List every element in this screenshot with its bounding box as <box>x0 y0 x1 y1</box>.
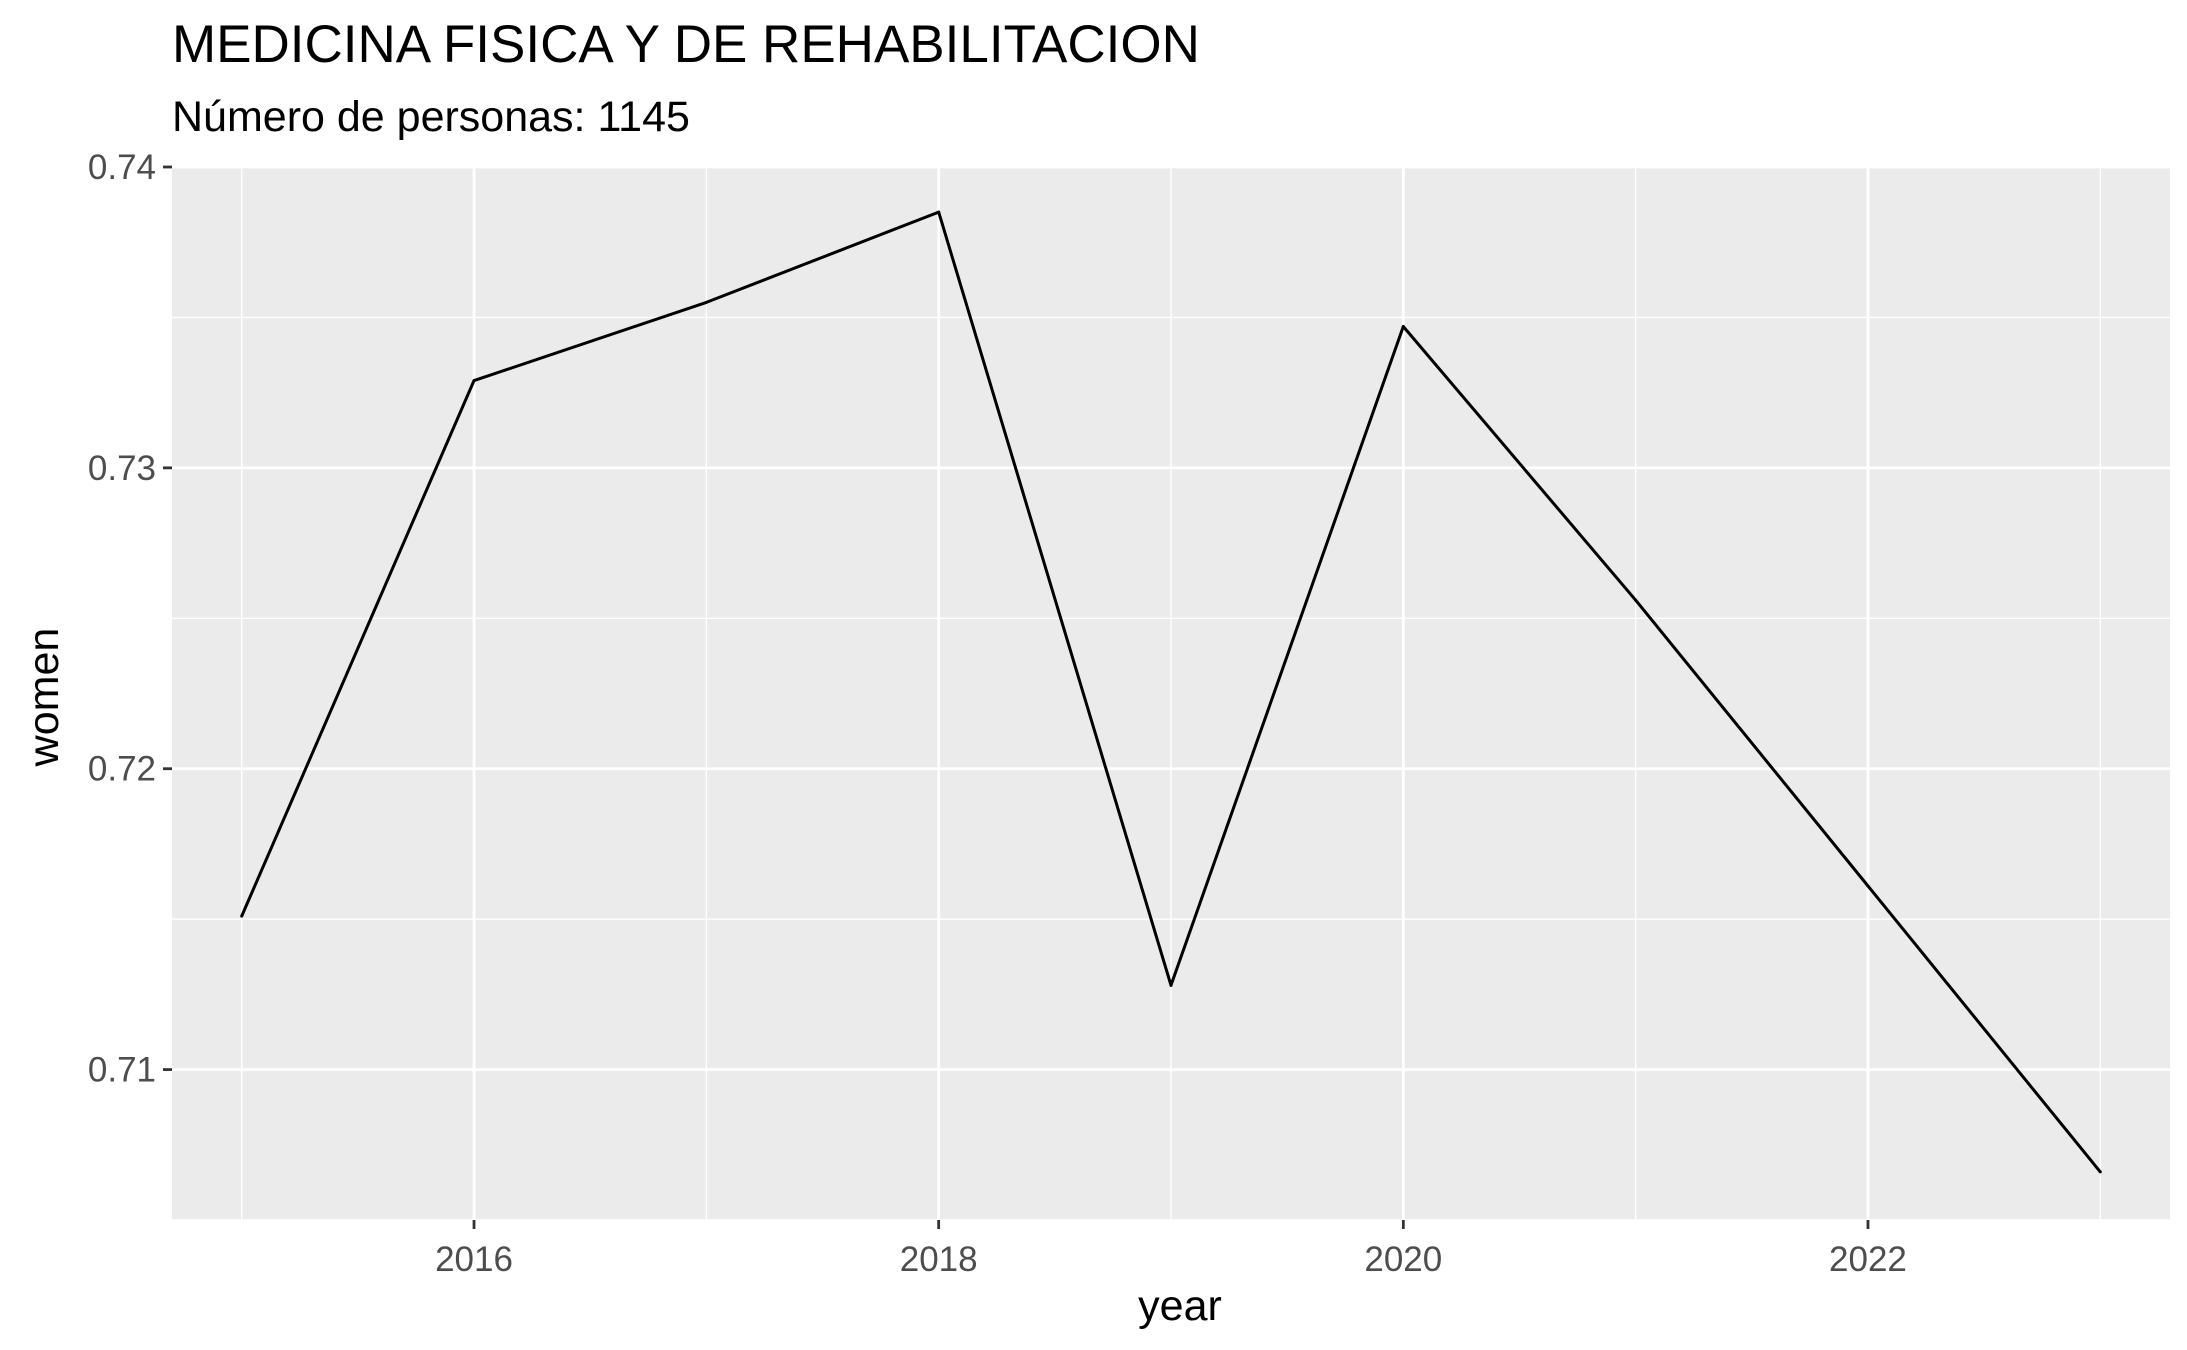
x-tick-label: 2016 <box>435 1240 513 1279</box>
y-tick-label: 0.74 <box>88 148 156 187</box>
data-point <box>704 300 708 304</box>
x-axis: 2016 2018 2020 2022 <box>435 1220 1907 1279</box>
data-point <box>240 914 244 918</box>
x-axis-title: year <box>1138 1282 1222 1330</box>
data-point <box>1169 983 1173 987</box>
y-tick-label: 0.72 <box>88 750 156 789</box>
data-point <box>472 379 476 383</box>
x-tick-label: 2022 <box>1829 1240 1907 1279</box>
chart-subtitle: Número de personas: 1145 <box>172 93 690 141</box>
data-point <box>937 210 941 214</box>
y-tick-label: 0.73 <box>88 449 156 488</box>
data-point <box>2098 1170 2102 1174</box>
data-point <box>1866 884 1870 888</box>
x-tick-label: 2020 <box>1364 1240 1442 1279</box>
x-tick-label: 2018 <box>900 1240 978 1279</box>
series-layer <box>240 210 2102 1174</box>
data-point <box>1634 598 1638 602</box>
y-axis: 0.71 0.72 0.73 0.74 <box>88 148 172 1090</box>
data-point <box>1401 324 1405 328</box>
minor-gridlines <box>172 167 2170 1221</box>
major-gridlines <box>172 165 2170 1220</box>
y-axis-title: women <box>20 628 68 768</box>
y-tick-label: 0.71 <box>88 1051 156 1090</box>
chart-title: MEDICINA FISICA Y DE REHABILITACION <box>172 15 1200 74</box>
